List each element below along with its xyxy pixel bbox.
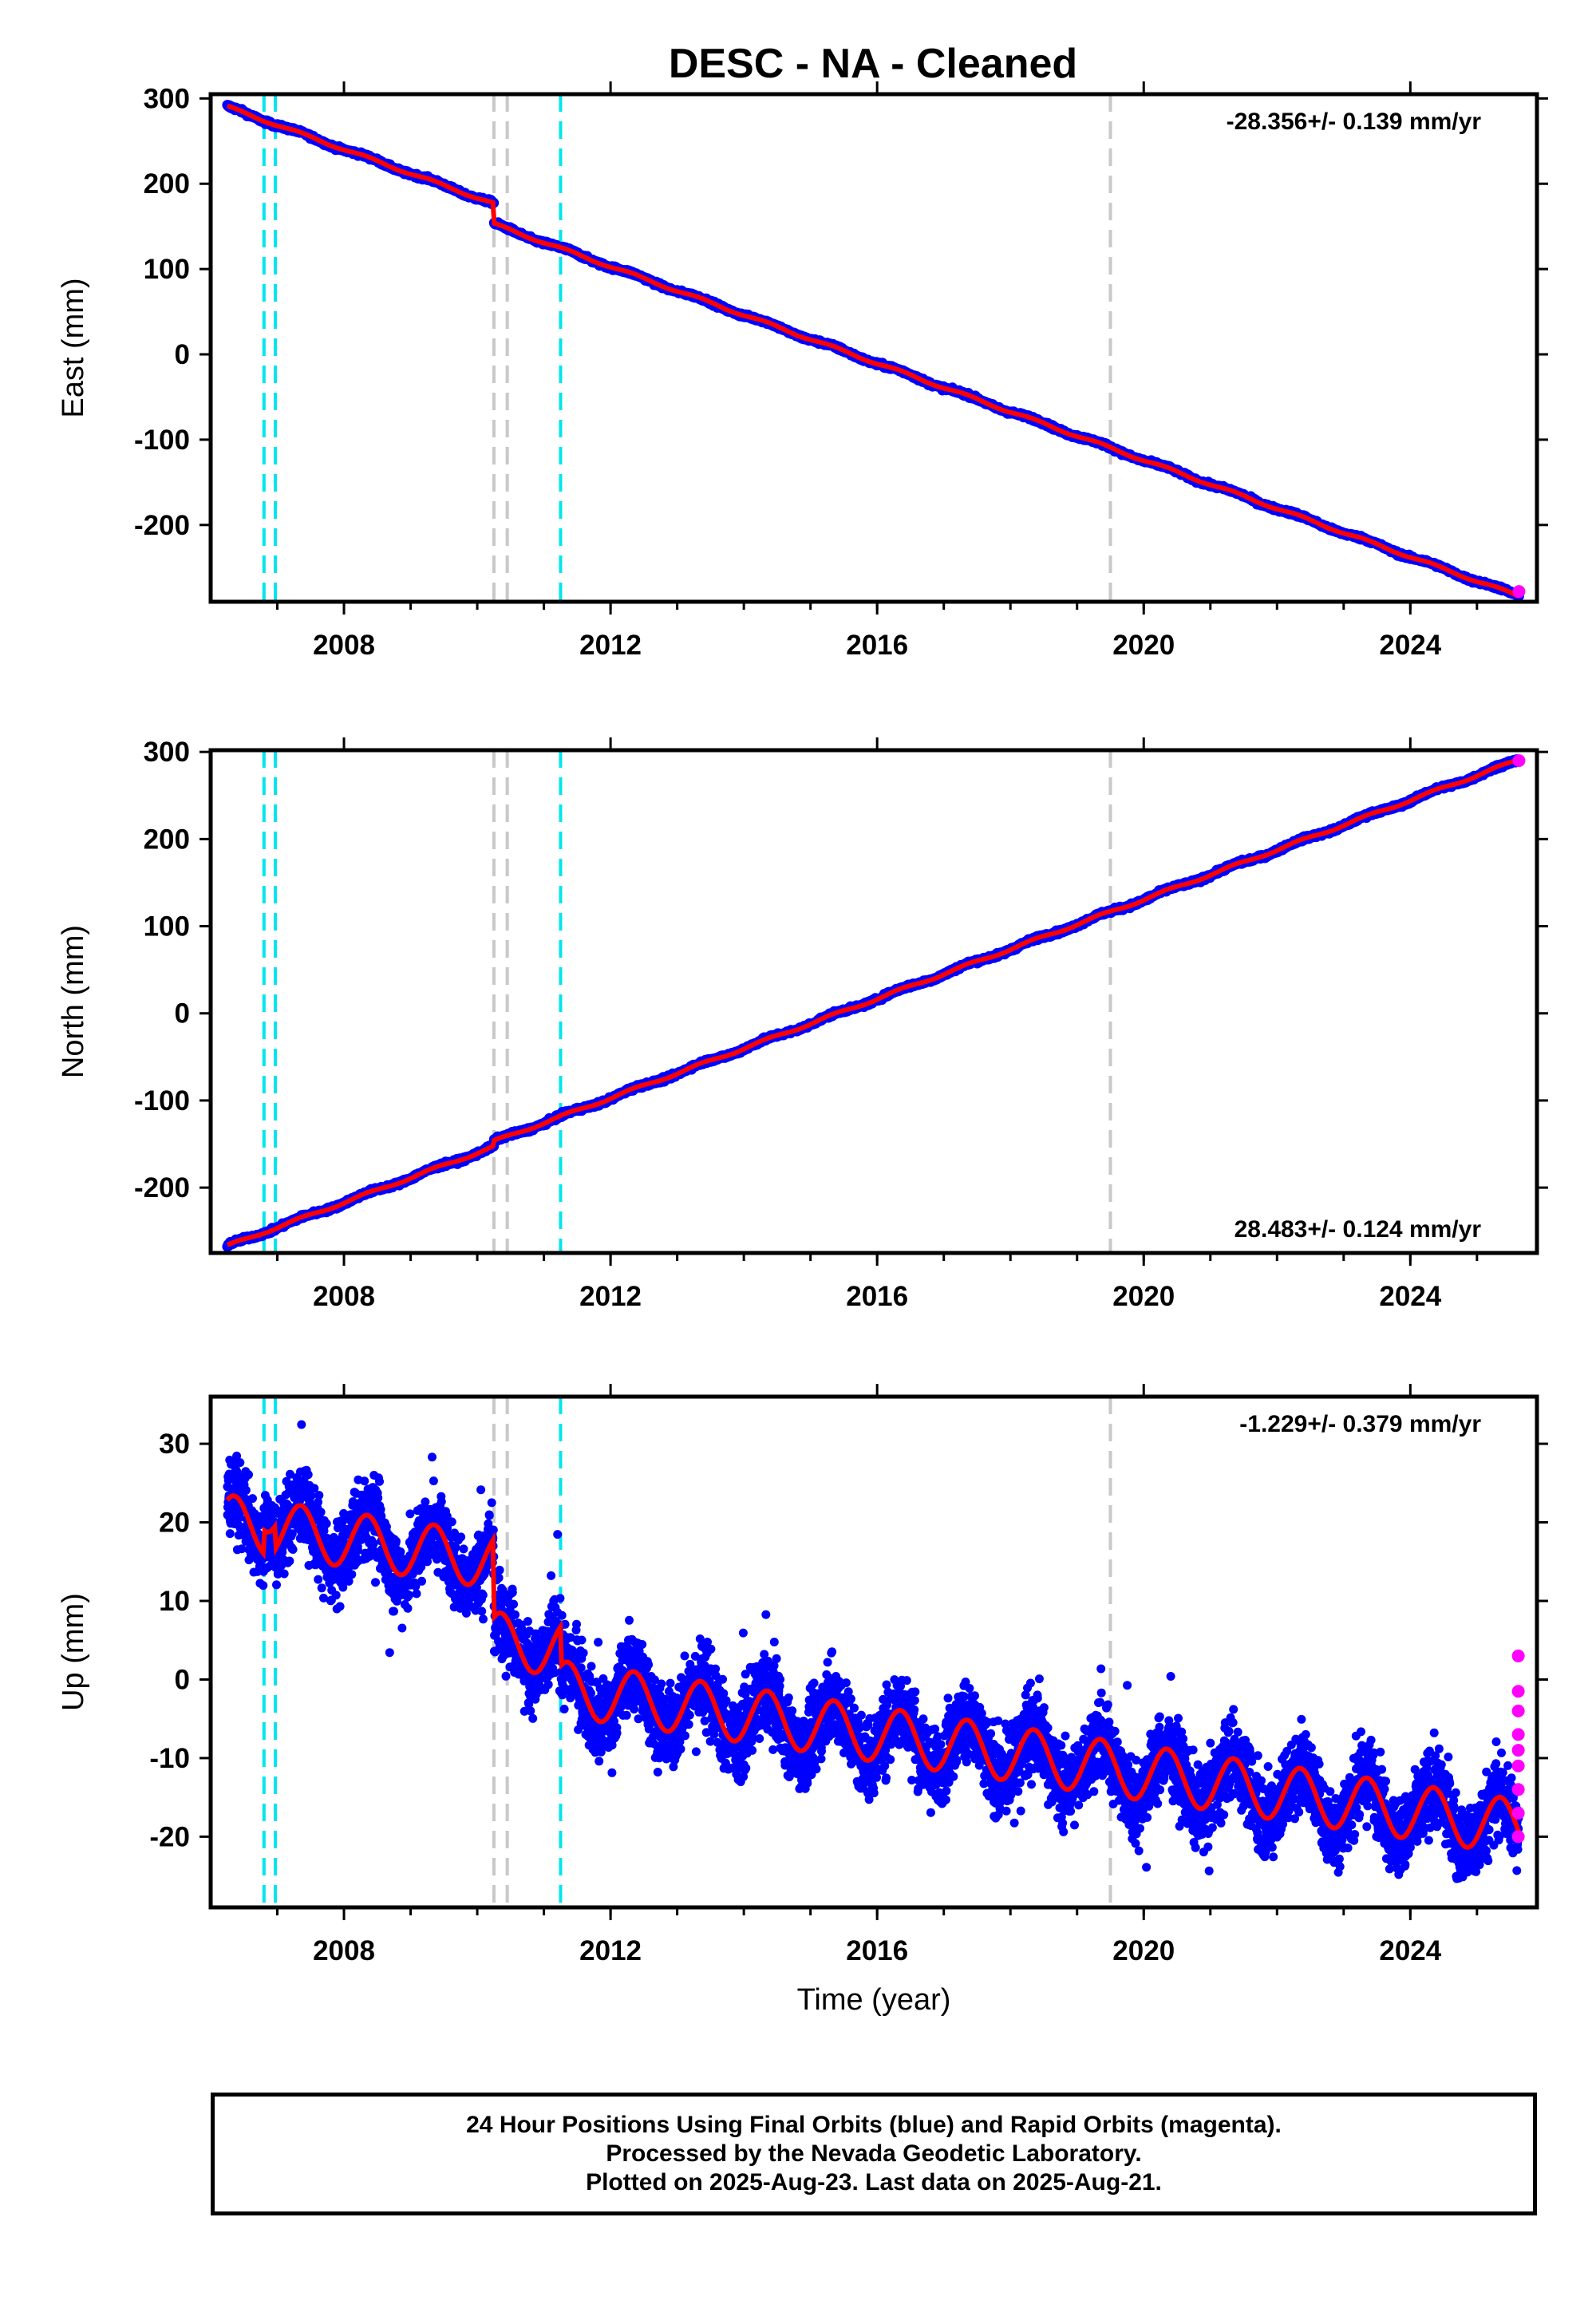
plot-frame	[208, 92, 1539, 604]
model-fit-line	[226, 103, 1520, 599]
rate-label: -28.356+/- 0.139 mm/yr	[1227, 109, 1482, 135]
y-tick-label: -100	[134, 425, 190, 456]
y-tick-label: 100	[144, 254, 190, 285]
y-axis-label: East (mm)	[57, 278, 90, 417]
rapid-orbit-point	[1512, 585, 1526, 599]
y-tick-label: 200	[144, 168, 190, 200]
x-tick-label: 2016	[846, 630, 908, 661]
y-tick-label: -200	[134, 510, 190, 541]
x-tick-label: 2008	[313, 630, 375, 661]
plot-area	[222, 94, 1526, 602]
y-tick-label: 300	[144, 83, 190, 114]
figure-title: DESC - NA - Cleaned	[669, 41, 1077, 87]
plot-area	[222, 750, 1526, 1253]
panels: -200 -100 0 100 200 300 2008 2012 2016 2020 2024 Ea…	[57, 81, 1548, 2017]
x-tick-label: 2024	[1379, 630, 1441, 661]
x-tick-label: 2012	[579, 630, 642, 661]
x-tick-label: 2020	[1112, 630, 1175, 661]
y-tick-label: 0	[175, 339, 190, 370]
panel-east: -200 -100 0 100 200 300 2008 2012 2016 2020 2024 Ea…	[57, 81, 1548, 661]
